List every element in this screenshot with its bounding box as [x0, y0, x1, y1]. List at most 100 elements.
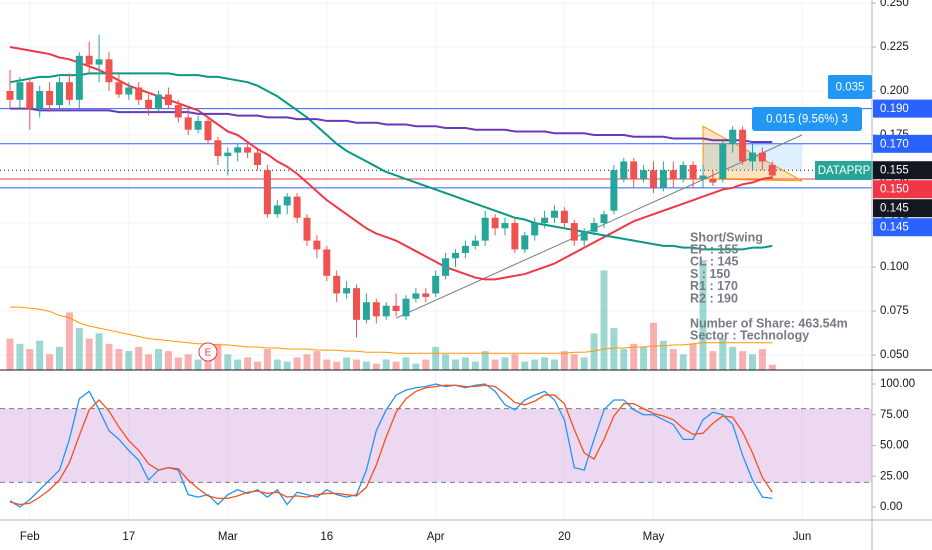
x-tick-label: 16 — [320, 531, 333, 543]
candle-body — [739, 129, 747, 162]
candle-body — [372, 302, 380, 317]
volume-bar — [452, 359, 459, 370]
volume-bar — [729, 346, 737, 370]
note: R2 : 190 — [690, 291, 738, 305]
volume-bar — [392, 361, 400, 370]
candle-body — [105, 59, 113, 83]
price-label: 0.190 — [880, 103, 909, 115]
candle-body — [560, 210, 568, 224]
price-label: 0.145 — [880, 203, 909, 215]
candle-body — [244, 147, 252, 153]
candle-body — [412, 293, 420, 299]
volume-bar — [145, 354, 153, 370]
candle-body — [16, 82, 24, 100]
y-tick-label: 0.075 — [880, 305, 909, 317]
candle-body — [590, 223, 598, 232]
volume-bar — [669, 349, 677, 370]
volume-bar — [679, 354, 687, 370]
volume-bar — [95, 333, 103, 370]
volume-bar — [313, 351, 321, 370]
candle-body — [570, 223, 578, 241]
candle-body — [85, 55, 93, 65]
candle-body — [422, 293, 430, 297]
candle-body — [115, 82, 123, 95]
x-tick-label: Feb — [20, 531, 40, 543]
volume-bar — [125, 351, 133, 370]
x-tick-label: 20 — [558, 531, 571, 543]
candle-body — [323, 249, 331, 276]
candle-body — [174, 105, 182, 118]
price-label: 0.150 — [880, 184, 909, 196]
volume-bar — [432, 346, 440, 370]
volume-bar — [303, 354, 311, 370]
candle-body — [392, 305, 400, 312]
candle-body — [719, 143, 727, 180]
candle-body — [659, 170, 667, 188]
candle-body — [343, 288, 351, 294]
volume-bar — [709, 351, 717, 370]
volume-bar — [551, 359, 558, 370]
candle-body — [273, 205, 281, 215]
x-tick-label: Apr — [427, 531, 445, 543]
volume-bar — [65, 312, 73, 370]
price-label: 0.145 — [880, 222, 909, 234]
y-tick-label: 50.00 — [880, 440, 909, 452]
range-label-box — [828, 75, 872, 99]
candle-body — [353, 288, 360, 320]
candle-body — [95, 59, 103, 65]
volume-bar — [610, 328, 618, 370]
candle-body — [630, 161, 638, 180]
moving-average — [9, 72, 773, 251]
candle-body — [125, 87, 133, 95]
volume-bar — [471, 361, 479, 370]
volume-bar — [560, 351, 568, 370]
candle-body — [580, 231, 588, 241]
tag-label: DATAPRP — [818, 165, 871, 177]
volume-bar — [283, 361, 291, 370]
candle-body — [402, 298, 410, 317]
price-label: 0.170 — [880, 138, 909, 150]
volume-bar — [630, 343, 638, 370]
note: CL : 145 — [690, 255, 738, 269]
candle-body — [709, 179, 717, 183]
band — [0, 408, 872, 483]
candle-body — [669, 170, 677, 180]
price-label-box — [873, 161, 932, 180]
info: Sector : Technology — [690, 328, 809, 342]
volume-bar — [531, 359, 539, 370]
volume-bar — [600, 270, 608, 370]
volume-bar — [362, 361, 370, 370]
volume-bar — [758, 349, 766, 370]
candle-body — [65, 82, 73, 100]
price-label-box — [873, 134, 932, 153]
candle-body — [768, 164, 776, 176]
price-label: 0.155 — [880, 165, 909, 177]
note: Short/Swing — [690, 230, 763, 244]
volume-bar — [422, 359, 430, 370]
candle-body — [640, 170, 648, 180]
price-label-box — [873, 99, 932, 118]
candle-body — [610, 170, 618, 211]
volume-bar — [412, 363, 420, 370]
volume-bar — [115, 349, 123, 370]
y-tick-label: 100.00 — [880, 378, 915, 390]
volume-bar — [273, 359, 281, 370]
candle-body — [362, 302, 370, 320]
volume-bar — [184, 354, 192, 370]
volume-bar — [56, 346, 63, 370]
volume-bar — [85, 338, 93, 370]
volume-bar — [174, 357, 182, 370]
candle-body — [214, 140, 222, 157]
candle-body — [511, 223, 519, 250]
volume-bar — [719, 338, 727, 370]
volume-bar — [372, 363, 380, 370]
candle-body — [135, 87, 143, 100]
earnings-marker — [198, 342, 218, 362]
volume-bar — [541, 357, 549, 370]
price-label-box — [873, 218, 932, 237]
candle-body — [333, 275, 341, 294]
stochastic-line — [9, 383, 773, 508]
x-tick-label: Mar — [218, 531, 238, 543]
candle-body — [689, 164, 697, 180]
